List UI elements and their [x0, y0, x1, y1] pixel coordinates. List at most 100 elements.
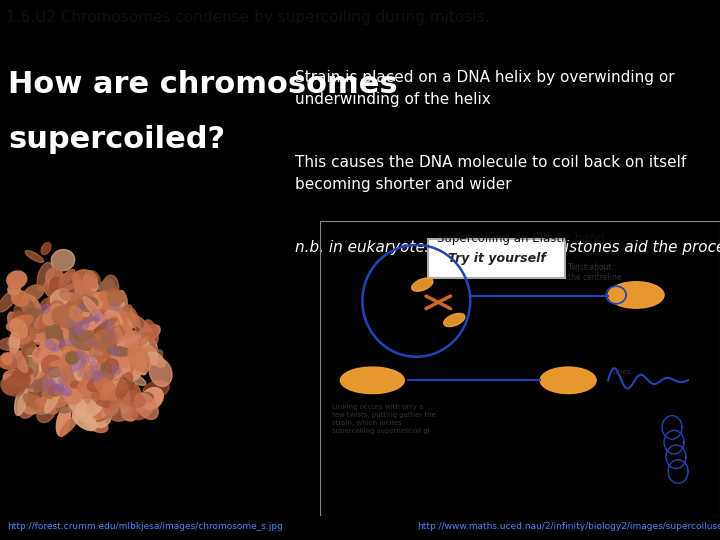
- Ellipse shape: [1, 377, 24, 396]
- Ellipse shape: [77, 301, 88, 320]
- Ellipse shape: [102, 319, 114, 330]
- Ellipse shape: [8, 312, 17, 329]
- Ellipse shape: [108, 326, 125, 344]
- Ellipse shape: [107, 321, 120, 332]
- Ellipse shape: [86, 293, 107, 316]
- Ellipse shape: [6, 271, 27, 288]
- Ellipse shape: [32, 347, 48, 364]
- Text: Supercoiling an Elastic band: Supercoiling an Elastic band: [436, 232, 604, 245]
- Ellipse shape: [94, 374, 103, 381]
- Ellipse shape: [50, 277, 62, 293]
- Ellipse shape: [69, 327, 96, 350]
- Ellipse shape: [15, 328, 29, 348]
- Ellipse shape: [125, 360, 138, 373]
- Ellipse shape: [80, 341, 98, 363]
- Ellipse shape: [0, 338, 24, 350]
- Ellipse shape: [61, 334, 74, 348]
- Ellipse shape: [132, 365, 144, 378]
- Ellipse shape: [50, 336, 77, 350]
- Ellipse shape: [48, 350, 73, 367]
- Ellipse shape: [37, 401, 56, 422]
- Ellipse shape: [91, 309, 104, 321]
- Ellipse shape: [63, 334, 78, 347]
- Ellipse shape: [24, 406, 37, 414]
- Ellipse shape: [98, 368, 114, 382]
- Ellipse shape: [107, 345, 133, 358]
- Ellipse shape: [103, 338, 125, 351]
- Ellipse shape: [99, 312, 117, 335]
- Ellipse shape: [96, 401, 117, 408]
- Ellipse shape: [60, 339, 78, 346]
- Ellipse shape: [128, 345, 150, 372]
- Ellipse shape: [19, 371, 50, 392]
- Ellipse shape: [39, 351, 48, 360]
- Ellipse shape: [89, 343, 110, 371]
- Ellipse shape: [78, 359, 85, 376]
- Ellipse shape: [540, 367, 596, 394]
- Ellipse shape: [14, 315, 32, 328]
- Ellipse shape: [73, 410, 96, 430]
- Ellipse shape: [91, 332, 106, 361]
- Ellipse shape: [92, 406, 102, 419]
- Ellipse shape: [81, 310, 97, 318]
- Ellipse shape: [48, 368, 71, 384]
- Ellipse shape: [74, 360, 100, 383]
- Ellipse shape: [73, 270, 97, 289]
- Ellipse shape: [73, 348, 96, 371]
- Ellipse shape: [120, 305, 132, 319]
- Ellipse shape: [106, 332, 118, 340]
- Ellipse shape: [95, 300, 119, 308]
- Ellipse shape: [6, 315, 36, 331]
- Ellipse shape: [108, 400, 133, 421]
- Ellipse shape: [100, 352, 112, 372]
- Ellipse shape: [141, 388, 163, 409]
- Ellipse shape: [1, 353, 12, 365]
- Ellipse shape: [60, 369, 74, 389]
- Ellipse shape: [53, 339, 68, 355]
- Ellipse shape: [25, 251, 44, 262]
- Ellipse shape: [21, 295, 41, 319]
- Ellipse shape: [69, 376, 91, 396]
- Ellipse shape: [120, 380, 130, 403]
- Ellipse shape: [107, 291, 125, 306]
- Ellipse shape: [51, 249, 75, 271]
- Ellipse shape: [14, 333, 30, 344]
- Ellipse shape: [103, 381, 122, 398]
- Ellipse shape: [54, 360, 71, 376]
- Ellipse shape: [71, 340, 80, 355]
- Ellipse shape: [69, 306, 82, 322]
- Ellipse shape: [84, 353, 96, 376]
- Ellipse shape: [109, 388, 123, 404]
- Ellipse shape: [36, 397, 66, 408]
- Ellipse shape: [135, 325, 160, 343]
- Ellipse shape: [129, 347, 137, 357]
- Ellipse shape: [85, 417, 108, 433]
- Ellipse shape: [94, 318, 117, 333]
- Ellipse shape: [104, 370, 114, 385]
- Ellipse shape: [76, 318, 91, 338]
- Ellipse shape: [87, 336, 107, 355]
- Ellipse shape: [117, 291, 127, 316]
- Ellipse shape: [84, 297, 102, 319]
- Ellipse shape: [608, 282, 664, 308]
- Ellipse shape: [60, 306, 89, 328]
- Ellipse shape: [2, 373, 30, 394]
- Ellipse shape: [99, 379, 115, 395]
- Ellipse shape: [86, 366, 109, 378]
- Ellipse shape: [21, 342, 37, 357]
- Ellipse shape: [99, 393, 112, 400]
- Ellipse shape: [124, 365, 140, 380]
- Ellipse shape: [58, 388, 75, 404]
- Ellipse shape: [60, 327, 78, 352]
- Ellipse shape: [45, 340, 56, 350]
- Ellipse shape: [77, 329, 97, 348]
- Ellipse shape: [41, 242, 51, 255]
- Ellipse shape: [35, 308, 57, 328]
- Ellipse shape: [51, 380, 63, 388]
- Ellipse shape: [101, 310, 122, 337]
- Ellipse shape: [86, 409, 106, 424]
- Text: Linking occurs with only a
few twists, putting gather the
strain, which inclies
: Linking occurs with only a few twists, p…: [333, 404, 436, 434]
- Ellipse shape: [55, 311, 74, 328]
- Ellipse shape: [3, 369, 34, 386]
- Ellipse shape: [17, 357, 38, 382]
